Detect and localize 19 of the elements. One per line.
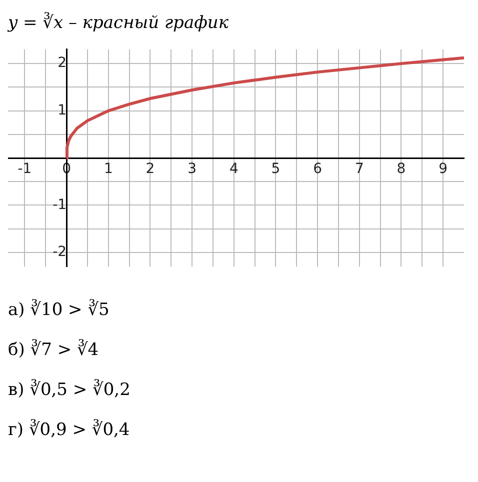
y-tick-label: -1 [52,196,67,213]
text: б) ∛7 > ∛4 [8,338,100,362]
y-tick-label: 1 [58,102,67,118]
y-tick-label: 2 [58,55,67,72]
x-tick-label: 4 [229,161,238,178]
x-tick-label: 5 [271,161,280,178]
x-tick-label: 9 [438,161,448,178]
text: в) ∛0,5 > ∛0,2 [8,378,132,402]
text: а) ∛10 > ∛5 [8,298,110,322]
x-tick-label: 6 [313,161,322,178]
x-tick-label: 8 [396,161,406,178]
text: г) ∛0,9 > ∛0,4 [8,418,131,442]
x-tick-label: 1 [104,161,113,178]
x-tick-label: 7 [354,161,364,178]
x-tick-label: -1 [18,161,32,178]
x-tick-label: 3 [188,161,197,178]
x-tick-label: 2 [146,161,155,178]
chart-title: y = ∛x – красный график [8,11,230,35]
y-tick-label: -2 [52,244,67,260]
